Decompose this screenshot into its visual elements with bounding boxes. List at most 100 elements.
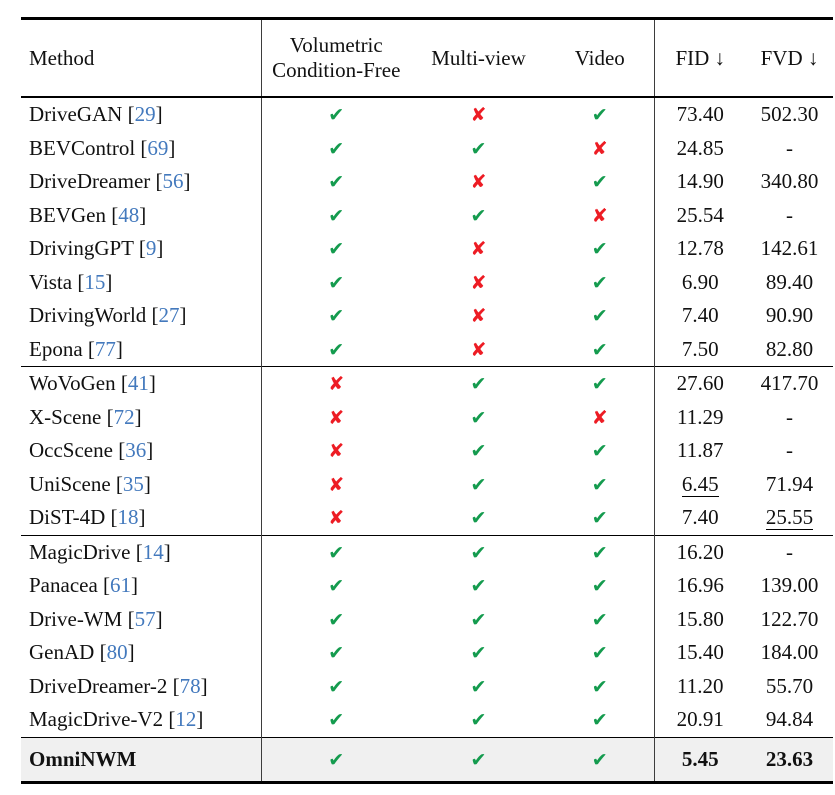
- fvd-cell-value: 502.30: [760, 102, 819, 127]
- citation-open-bracket: [: [120, 371, 128, 396]
- fvd-cell: 184.00: [746, 636, 833, 670]
- capability-cell: ✔: [411, 535, 546, 569]
- citation-close-bracket: ]: [196, 707, 204, 732]
- citation-open-bracket: [: [127, 102, 135, 127]
- capability-cell: ✔: [260, 299, 411, 333]
- check-icon: ✔: [591, 507, 608, 530]
- fid-cell-value: 24.85: [676, 135, 724, 160]
- citation-close-bracket: ]: [127, 640, 135, 665]
- table-row: MagicDrive [14] ✔ ✔ ✔ 16.20 -: [21, 535, 833, 569]
- citation-number-link[interactable]: 36: [125, 438, 147, 463]
- check-icon: ✔: [328, 137, 345, 160]
- fid-cell-value: 12.78: [676, 236, 724, 261]
- check-icon: ✔: [591, 271, 608, 294]
- capability-cell: ✘: [260, 366, 411, 401]
- fvd-cell-value: 71.94: [765, 471, 814, 496]
- citation-close-bracket: ]: [168, 135, 176, 160]
- check-icon: ✔: [470, 137, 487, 160]
- citation-number-link[interactable]: 18: [117, 505, 139, 530]
- method-cell: BEVControl [69]: [21, 132, 261, 166]
- capability-cell: ✔: [546, 670, 654, 704]
- citation-number-link[interactable]: 41: [127, 371, 149, 396]
- fvd-cell: -: [746, 132, 833, 166]
- method-cell: DiST-4D [18]: [21, 501, 261, 535]
- column-header-fvd: FVD ↓: [760, 45, 819, 70]
- citation-number-link[interactable]: 15: [84, 269, 106, 294]
- cross-icon: ✘: [591, 406, 608, 429]
- check-icon: ✔: [591, 104, 608, 127]
- citation-number-link[interactable]: 27: [158, 303, 180, 328]
- method-comparison-table: Method Volumetric Condition-Free Multi-v…: [21, 17, 833, 784]
- citation-open-bracket: [: [151, 303, 159, 328]
- capability-cell: ✔: [546, 535, 654, 569]
- citation-number-link[interactable]: 29: [134, 102, 156, 127]
- citation-close-bracket: ]: [131, 573, 139, 598]
- cross-icon: ✘: [470, 238, 487, 261]
- check-icon: ✔: [328, 608, 345, 631]
- fid-cell-value: 20.91: [676, 707, 724, 732]
- fvd-cell: 502.30: [746, 97, 833, 132]
- capability-cell: ✘: [260, 501, 411, 535]
- method-group-2: WoVoGen [41] ✘ ✔ ✔ 27.60 417.70 X-Scene [72] ✘ ✔…: [21, 366, 833, 535]
- fid-cell: 6.45: [653, 467, 746, 501]
- capability-cell: ✔: [546, 299, 654, 333]
- fid-cell-value: 5.45: [681, 746, 719, 771]
- citation-number-link[interactable]: 14: [142, 539, 164, 564]
- fid-cell-value: 27.60: [676, 371, 724, 396]
- fid-cell-value: 16.96: [676, 573, 724, 598]
- citation-number-link[interactable]: 72: [113, 404, 135, 429]
- table-row: X-Scene [72] ✘ ✔ ✘ 11.29 -: [21, 400, 833, 434]
- table-row: Drive-WM [57] ✔ ✔ ✔ 15.80 122.70: [21, 602, 833, 637]
- citation-number-link[interactable]: 61: [110, 573, 132, 598]
- citation-open-bracket: [: [140, 135, 148, 160]
- table-row: Vista [15] ✔ ✘ ✔ 6.90 89.40: [21, 265, 833, 299]
- column-header-fid: FID ↓: [653, 18, 746, 97]
- citation-number-link[interactable]: 9: [145, 236, 157, 261]
- fid-cell-value: 6.90: [681, 269, 719, 294]
- check-icon: ✔: [591, 305, 608, 328]
- table-row: UniScene [35] ✘ ✔ ✔ 6.45 71.94: [21, 467, 833, 502]
- citation: [18]: [111, 505, 146, 529]
- check-icon: ✔: [591, 642, 608, 665]
- capability-cell: ✔: [260, 535, 411, 569]
- citation: [15]: [77, 270, 112, 294]
- table-row: GenAD [80] ✔ ✔ ✔ 15.40 184.00: [21, 636, 833, 670]
- method-name: DrivingGPT: [29, 236, 134, 261]
- citation-number-link[interactable]: 57: [134, 606, 156, 631]
- citation: [29]: [128, 102, 163, 126]
- capability-cell: ✔: [546, 703, 654, 737]
- fid-cell-value: 14.90: [676, 169, 724, 194]
- capability-cell: ✔: [546, 569, 654, 603]
- method-name: Vista: [29, 269, 73, 294]
- citation-number-link[interactable]: 78: [179, 673, 201, 698]
- citation-number-link[interactable]: 35: [122, 471, 144, 496]
- citation-number-link[interactable]: 77: [94, 336, 116, 361]
- check-icon: ✔: [470, 642, 487, 665]
- method-cell: MagicDrive-V2 [12]: [21, 703, 261, 737]
- fid-cell-value: 7.50: [681, 336, 719, 361]
- citation-number-link[interactable]: 80: [106, 640, 128, 665]
- capability-cell: ✔: [546, 603, 654, 637]
- fvd-cell: 82.80: [746, 333, 833, 367]
- fvd-cell: 417.70: [746, 367, 833, 401]
- citation: [12]: [168, 707, 203, 731]
- cross-icon: ✘: [470, 271, 487, 294]
- check-icon: ✔: [470, 507, 487, 530]
- citation-close-bracket: ]: [200, 673, 208, 698]
- fvd-cell-value: 184.00: [760, 640, 819, 665]
- citation-close-bracket: ]: [179, 303, 187, 328]
- check-icon: ✔: [591, 473, 608, 496]
- fvd-cell: 71.94: [746, 468, 833, 502]
- citation-close-bracket: ]: [138, 505, 146, 530]
- citation-number-link[interactable]: 12: [175, 707, 197, 732]
- citation-number-link[interactable]: 69: [147, 135, 169, 160]
- check-icon: ✔: [470, 575, 487, 598]
- method-cell: WoVoGen [41]: [21, 367, 261, 401]
- citation-close-bracket: ]: [155, 102, 163, 127]
- citation-number-link[interactable]: 56: [162, 169, 184, 194]
- fid-cell: 5.45: [653, 737, 746, 782]
- citation-open-bracket: [: [172, 673, 180, 698]
- citation-number-link[interactable]: 48: [118, 202, 140, 227]
- fvd-cell: 90.90: [746, 299, 833, 333]
- fid-cell: 16.20: [653, 535, 746, 569]
